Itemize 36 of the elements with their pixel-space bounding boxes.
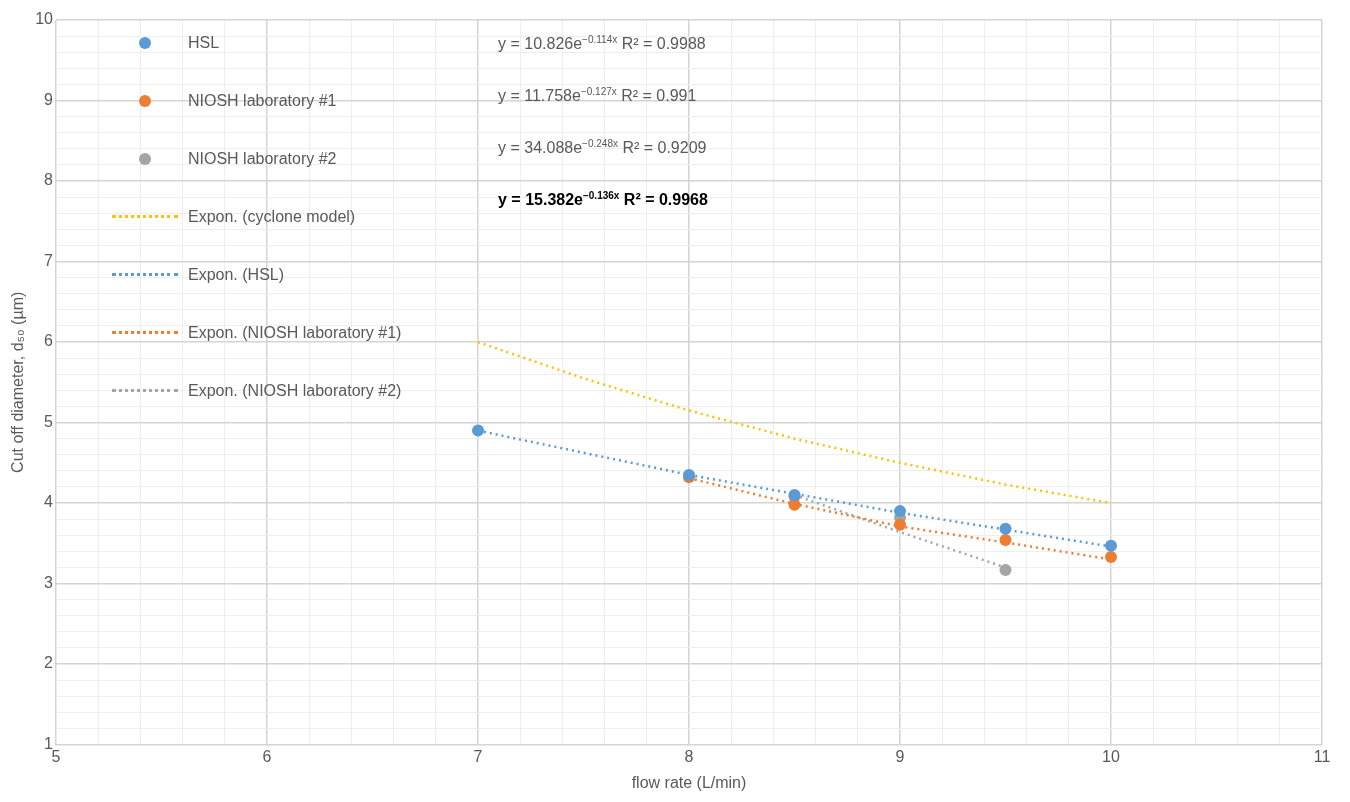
x-axis-title: flow rate (L/min) bbox=[631, 773, 747, 791]
x-tick-label: 11 bbox=[1313, 747, 1331, 765]
annotation: y = 10.826e$^{−0.114x}$ R² = 0.9988 bbox=[498, 34, 707, 55]
point bbox=[894, 518, 906, 531]
y-tick-label: 5 bbox=[44, 412, 54, 430]
legend-label: HSL bbox=[188, 33, 220, 52]
y-tick-label: 9 bbox=[44, 90, 54, 108]
legend-label: Expon. (HSL) bbox=[188, 265, 285, 284]
y-tick-label: 6 bbox=[44, 332, 54, 350]
legend-label: Expon. (cyclone model) bbox=[188, 207, 356, 226]
x-tick-label: 7 bbox=[473, 747, 483, 765]
x-tick-label: 6 bbox=[262, 747, 272, 765]
legend-label: Expon. (NIOSH laboratory #1) bbox=[188, 323, 402, 342]
y-tick-label: 8 bbox=[44, 171, 54, 189]
y-tick-label: 2 bbox=[44, 654, 54, 672]
legend-label: Expon. (NIOSH laboratory #2) bbox=[188, 381, 402, 400]
y-axis-title: Cut off diameter, d₅₀ (µm) bbox=[9, 291, 27, 473]
x-tick-label: 8 bbox=[684, 747, 694, 765]
y-tick-label: 4 bbox=[44, 493, 54, 511]
x-tick-label: 10 bbox=[1102, 747, 1120, 765]
annotation: y = 15.382e$^{−0.136x}$ R² = 0.9968 bbox=[498, 190, 708, 211]
point bbox=[894, 505, 906, 518]
y-tick-label: 10 bbox=[35, 10, 54, 28]
annotation: y = 34.088e$^{−0.248x}$ R² = 0.9209 bbox=[498, 138, 708, 159]
annotation: y = 11.758e$^{−0.127x}$ R² = 0.991 bbox=[498, 86, 698, 107]
x-tick-label: 9 bbox=[895, 747, 905, 765]
point bbox=[1105, 539, 1117, 552]
point bbox=[1105, 551, 1117, 564]
point bbox=[999, 522, 1012, 535]
legend-label: NIOSH laboratory #2 bbox=[188, 149, 337, 168]
y-tick-label: 3 bbox=[44, 573, 54, 591]
legend-label: NIOSH laboratory #1 bbox=[188, 91, 337, 110]
point bbox=[999, 563, 1012, 576]
point bbox=[472, 424, 484, 437]
point bbox=[999, 534, 1012, 547]
y-tick-label: 7 bbox=[44, 251, 54, 269]
